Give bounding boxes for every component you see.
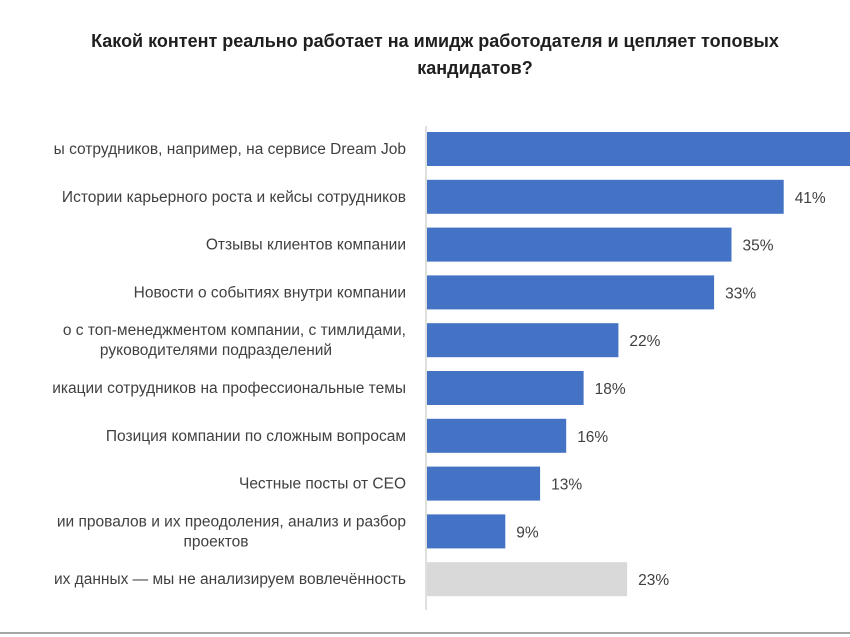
value-label-4: 33% xyxy=(725,285,756,302)
value-label-9: 9% xyxy=(516,524,539,541)
value-label-2: 41% xyxy=(795,190,826,207)
value-label-8: 13% xyxy=(551,477,582,494)
category-label-9: ии провалов и их преодоления, анализ и р… xyxy=(57,513,406,550)
bar-8 xyxy=(427,466,541,501)
bar-2 xyxy=(427,179,784,214)
value-label-7: 16% xyxy=(577,429,608,446)
category-label-3: Отзывы клиентов компании xyxy=(206,237,406,254)
category-label-8: Честные посты от СЕО xyxy=(239,476,406,493)
bar-7 xyxy=(427,418,567,453)
chart-title-line1: Какой контент реально работает на имидж … xyxy=(91,31,779,51)
bar-9 xyxy=(427,514,506,549)
bar-3 xyxy=(427,227,732,262)
bar-4 xyxy=(427,275,715,310)
value-label-5: 22% xyxy=(629,333,660,350)
category-label-10: их данных — мы не анализируем вовлечённо… xyxy=(54,571,406,588)
category-label-1: ы сотрудников, например, на сервисе Drea… xyxy=(54,141,406,158)
category-label-6: икации сотрудников на профессиональные т… xyxy=(52,380,406,397)
value-label-6: 18% xyxy=(595,381,626,398)
chart-title-line2: кандидатов? xyxy=(417,58,533,78)
chart-title: Какой контент реально работает на имидж … xyxy=(20,28,850,82)
bar-10 xyxy=(427,562,628,597)
category-label-2: Истории карьерного роста и кейсы сотрудн… xyxy=(62,189,406,206)
category-label-5: о с топ-менеджментом компании, с тимлида… xyxy=(63,322,406,359)
category-label-4: Новости о событиях внутри компании xyxy=(134,284,406,301)
bar-5 xyxy=(427,323,619,358)
bar-1 xyxy=(427,132,850,166)
value-label-10: 23% xyxy=(638,572,669,589)
category-label-7: Позиция компании по сложным вопросам xyxy=(106,428,406,445)
value-label-3: 35% xyxy=(743,238,774,255)
bottom-divider xyxy=(0,632,850,634)
bar-6 xyxy=(427,371,584,405)
